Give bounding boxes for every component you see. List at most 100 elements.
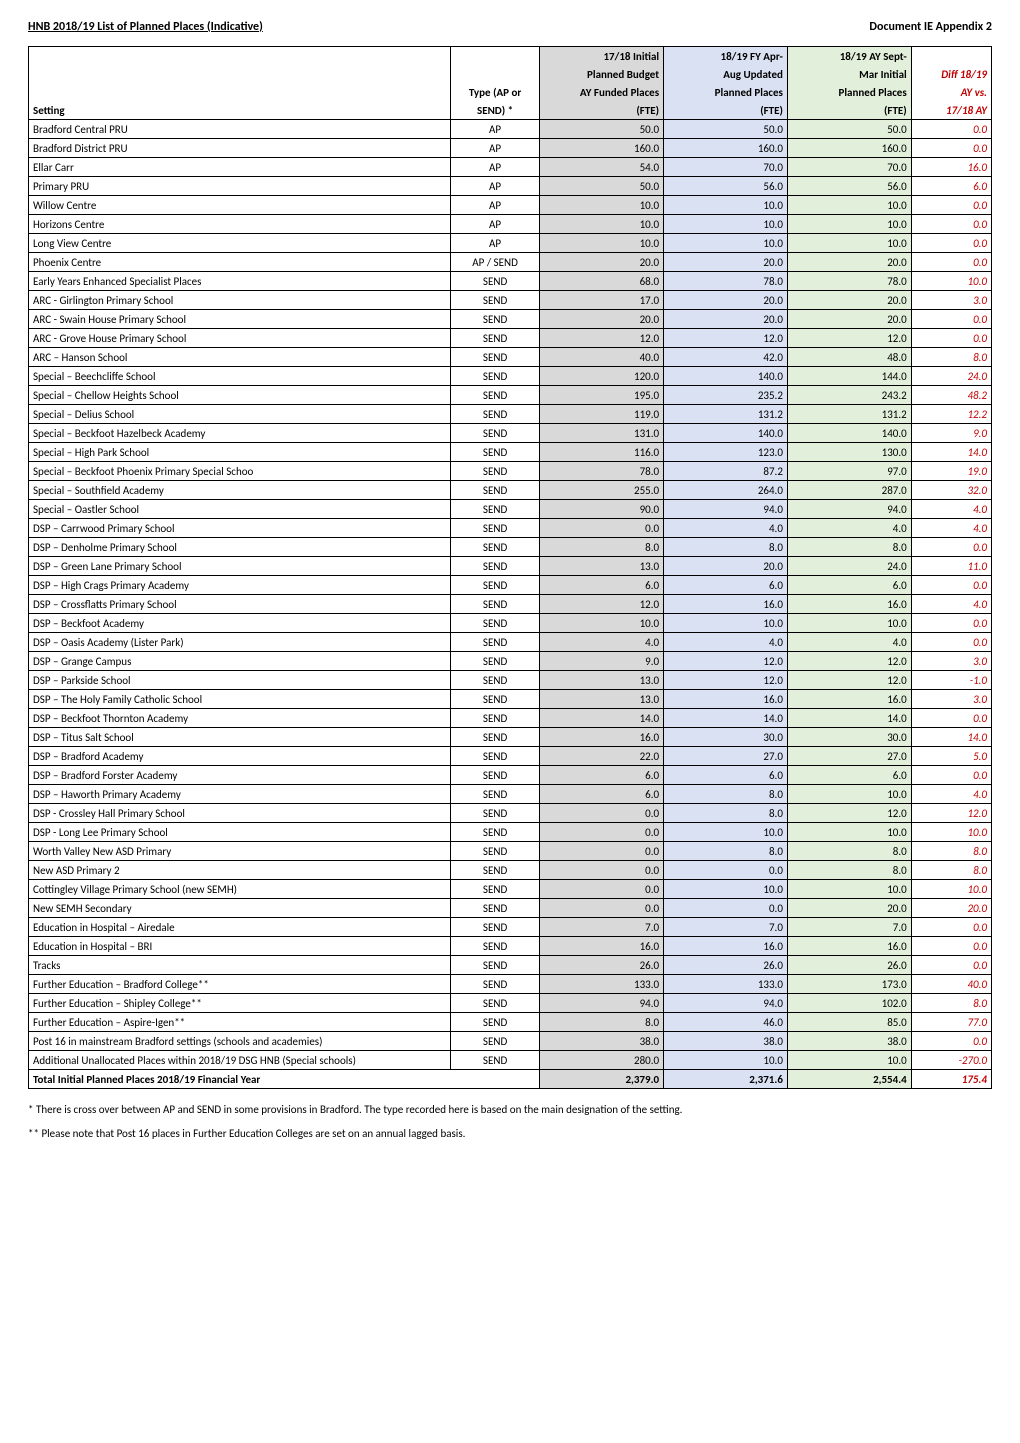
cell-type: SEND (450, 576, 539, 595)
cell-c3: 50.0 (787, 120, 911, 139)
cell-setting: ARC – Hanson School (29, 348, 451, 367)
table-row: Special – High Park SchoolSEND116.0123.0… (29, 443, 992, 462)
cell-setting: DSP – Crossflatts Primary School (29, 595, 451, 614)
cell-c3: 24.0 (787, 557, 911, 576)
cell-c3: 8.0 (787, 861, 911, 880)
cell-type: SEND (450, 823, 539, 842)
cell-type: SEND (450, 1013, 539, 1032)
table-row: Further Education – Aspire-Igen**SEND8.0… (29, 1013, 992, 1032)
cell-c2: 140.0 (664, 424, 788, 443)
hdr-c3-l1: 18/19 AY Sept- (787, 47, 911, 66)
cell-total-c2: 2,371.6 (664, 1070, 788, 1089)
planned-places-table: 17/18 Initial 18/19 FY Apr- 18/19 AY Sep… (28, 46, 992, 1089)
hdr-setting-label: Setting (29, 101, 451, 120)
cell-diff: 12.2 (911, 405, 991, 424)
cell-diff: 14.0 (911, 443, 991, 462)
cell-c2: 20.0 (664, 253, 788, 272)
cell-setting: DSP – High Crags Primary Academy (29, 576, 451, 595)
cell-c3: 10.0 (787, 196, 911, 215)
hdr-type-l1: Type (AP or (450, 83, 539, 101)
cell-setting: Primary PRU (29, 177, 451, 196)
cell-total-diff: 175.4 (911, 1070, 991, 1089)
cell-type: AP (450, 120, 539, 139)
cell-c2: 6.0 (664, 576, 788, 595)
table-row: DSP - Long Lee Primary SchoolSEND0.010.0… (29, 823, 992, 842)
cell-setting: Post 16 in mainstream Bradford settings … (29, 1032, 451, 1051)
cell-c2: 160.0 (664, 139, 788, 158)
cell-type: SEND (450, 481, 539, 500)
cell-c3: 173.0 (787, 975, 911, 994)
table-row: DSP – High Crags Primary AcademySEND6.06… (29, 576, 992, 595)
cell-type: AP / SEND (450, 253, 539, 272)
cell-diff: 16.0 (911, 158, 991, 177)
cell-type: SEND (450, 709, 539, 728)
cell-setting: DSP – Grange Campus (29, 652, 451, 671)
cell-c2: 94.0 (664, 500, 788, 519)
cell-type: AP (450, 215, 539, 234)
cell-c1: 16.0 (540, 728, 664, 747)
table-row: DSP – Beckfoot Thornton AcademySEND14.01… (29, 709, 992, 728)
cell-c3: 14.0 (787, 709, 911, 728)
hdr-type-blank1 (450, 47, 539, 66)
cell-c2: 12.0 (664, 329, 788, 348)
cell-total-label: Total Initial Planned Places 2018/19 Fin… (29, 1070, 540, 1089)
cell-c3: 4.0 (787, 633, 911, 652)
cell-c2: 20.0 (664, 291, 788, 310)
cell-c3: 16.0 (787, 937, 911, 956)
cell-diff: 8.0 (911, 842, 991, 861)
cell-c1: 94.0 (540, 994, 664, 1013)
cell-type: SEND (450, 519, 539, 538)
hdr-c1-l2: Planned Budget (540, 65, 664, 83)
cell-type: SEND (450, 899, 539, 918)
cell-c3: 10.0 (787, 880, 911, 899)
cell-setting: DSP – Bradford Academy (29, 747, 451, 766)
cell-type: SEND (450, 614, 539, 633)
cell-setting: Further Education – Aspire-Igen** (29, 1013, 451, 1032)
cell-c3: 56.0 (787, 177, 911, 196)
cell-diff: 5.0 (911, 747, 991, 766)
cell-c3: 8.0 (787, 538, 911, 557)
cell-c3: 16.0 (787, 690, 911, 709)
cell-c1: 280.0 (540, 1051, 664, 1070)
cell-diff: -270.0 (911, 1051, 991, 1070)
cell-c3: 16.0 (787, 595, 911, 614)
cell-diff: 0.0 (911, 937, 991, 956)
cell-type: SEND (450, 538, 539, 557)
cell-c1: 131.0 (540, 424, 664, 443)
cell-c1: 54.0 (540, 158, 664, 177)
cell-setting: Special – Chellow Heights School (29, 386, 451, 405)
cell-diff: 0.0 (911, 538, 991, 557)
cell-c1: 20.0 (540, 253, 664, 272)
cell-type: SEND (450, 424, 539, 443)
cell-c3: 48.0 (787, 348, 911, 367)
cell-c1: 13.0 (540, 690, 664, 709)
cell-c2: 87.2 (664, 462, 788, 481)
cell-setting: Education in Hospital – BRI (29, 937, 451, 956)
cell-diff: 19.0 (911, 462, 991, 481)
cell-c3: 6.0 (787, 766, 911, 785)
cell-type: AP (450, 177, 539, 196)
cell-c2: 26.0 (664, 956, 788, 975)
cell-c3: 144.0 (787, 367, 911, 386)
cell-c1: 4.0 (540, 633, 664, 652)
cell-type: AP (450, 139, 539, 158)
cell-c1: 12.0 (540, 595, 664, 614)
cell-c1: 195.0 (540, 386, 664, 405)
cell-diff: 0.0 (911, 956, 991, 975)
table-row: ARC – Hanson SchoolSEND40.042.048.08.0 (29, 348, 992, 367)
table-row: DSP – Crossflatts Primary SchoolSEND12.0… (29, 595, 992, 614)
hdr-c1-l3: AY Funded Places (540, 83, 664, 101)
cell-setting: Willow Centre (29, 196, 451, 215)
table-row: ARC - Swain House Primary SchoolSEND20.0… (29, 310, 992, 329)
cell-setting: Education in Hospital – Airedale (29, 918, 451, 937)
table-row: Special – Delius SchoolSEND119.0131.2131… (29, 405, 992, 424)
cell-setting: DSP – Titus Salt School (29, 728, 451, 747)
cell-c1: 16.0 (540, 937, 664, 956)
cell-diff: 4.0 (911, 500, 991, 519)
cell-c2: 131.2 (664, 405, 788, 424)
cell-type: SEND (450, 994, 539, 1013)
cell-type: SEND (450, 1051, 539, 1070)
table-row: Cottingley Village Primary School (new S… (29, 880, 992, 899)
cell-c2: 123.0 (664, 443, 788, 462)
cell-type: SEND (450, 785, 539, 804)
